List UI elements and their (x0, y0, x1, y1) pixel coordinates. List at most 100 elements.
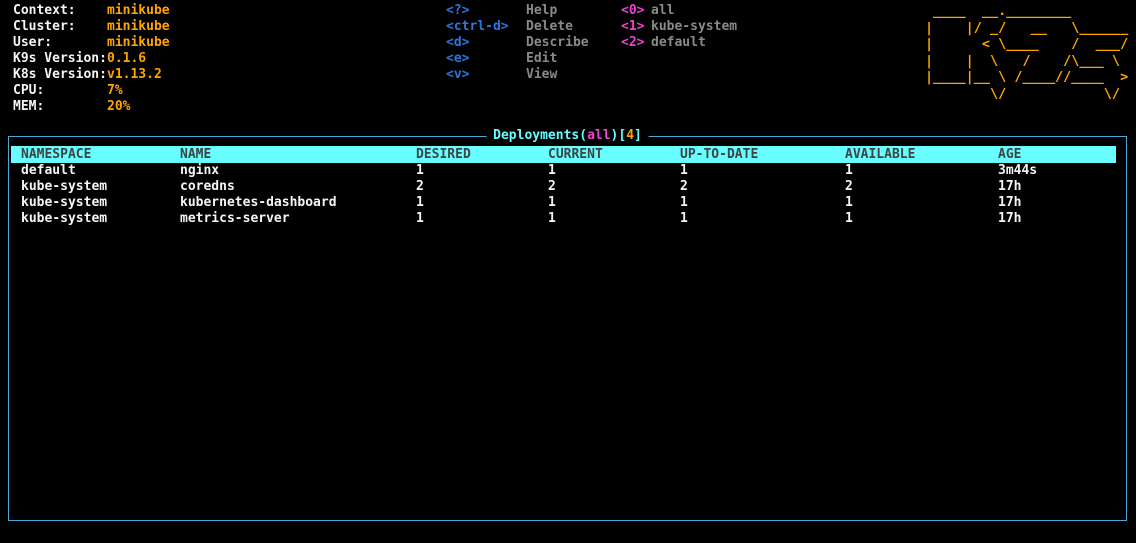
namespace-item-all[interactable]: <0> all (621, 3, 737, 19)
deployment-row-coredns[interactable]: kube-system coredns 2 2 2 2 17h (11, 179, 1116, 195)
info-row-k9s-version: K9s Version:0.1.6 (13, 51, 170, 67)
table-header-row: NAMESPACE NAME DESIRED CURRENT UP-TO-DAT… (11, 146, 1116, 163)
namespace-cell: default (21, 163, 76, 178)
name-cell: coredns (180, 179, 235, 194)
info-value: 20% (107, 99, 131, 114)
info-row-mem: MEM: 20% (13, 99, 170, 115)
deployments-panel: Deployments(all)[4] NAMESPACE NAME DESIR… (8, 128, 1127, 521)
desired-cell: 1 (416, 211, 424, 226)
info-row-cluster: Cluster: minikube (13, 19, 170, 35)
logo-line: | |/ _/ __ \______ (925, 19, 1129, 36)
info-row-user: User: minikube (13, 35, 170, 51)
menu-item-view[interactable]: <v> View (446, 67, 589, 83)
age-cell: 17h (998, 179, 1022, 194)
info-label: User: (13, 35, 53, 50)
shortcut-key: <?> (446, 3, 470, 18)
deployment-row-kubernetes-dashboard[interactable]: kube-system kubernetes-dashboard 1 1 1 1… (11, 195, 1116, 211)
shortcut-label: View (526, 67, 558, 82)
age-cell: 3m44s (998, 163, 1038, 178)
shortcut-key: <e> (446, 51, 470, 66)
namespace-label: default (651, 35, 706, 50)
current-cell: 1 (548, 163, 556, 178)
panel-title: Deployments(all)[4] (486, 128, 649, 144)
info-value: 7% (107, 83, 123, 98)
available-cell: 2 (845, 179, 853, 194)
title-resource: Deployments( (493, 128, 588, 143)
desired-cell: 2 (416, 179, 424, 194)
shortcut-label: Delete (526, 19, 573, 34)
logo-line: |____|__ \ /____//____ > (925, 69, 1129, 85)
logo-line: \/ \/ (925, 85, 1129, 102)
info-value: v1.13.2 (107, 67, 162, 82)
info-label: Cluster: (13, 19, 76, 34)
info-value: minikube (107, 3, 170, 18)
info-label: K9s Version: (13, 51, 107, 66)
up-to-date-cell: 1 (680, 211, 688, 226)
namespace-key: <0> (621, 3, 645, 18)
menu-item-help[interactable]: <?> Help (446, 3, 589, 19)
shortcut-label: Describe (526, 35, 589, 50)
menu-item-edit[interactable]: <e> Edit (446, 51, 589, 67)
namespace-item-kube-system[interactable]: <1> kube-system (621, 19, 737, 35)
name-cell: metrics-server (180, 211, 290, 226)
info-row-k8s-version: K8s Version:v1.13.2 (13, 67, 170, 83)
menu-item-describe[interactable]: <d> Describe (446, 35, 589, 51)
column-header-up-to-date[interactable]: UP-TO-DATE (680, 146, 845, 163)
logo-line: | < \____ / ___/ (925, 36, 1129, 52)
shortcut-key: <d> (446, 35, 470, 50)
column-header-available[interactable]: AVAILABLE (845, 146, 998, 163)
namespace-label: kube-system (651, 19, 738, 34)
title-count: 4 (626, 128, 635, 143)
info-label: Context: (13, 3, 76, 18)
available-cell: 1 (845, 211, 853, 226)
age-cell: 17h (998, 195, 1022, 210)
current-cell: 2 (548, 179, 556, 194)
info-value: minikube (107, 19, 170, 34)
title-bracket: )[ (610, 128, 627, 143)
title-scope: all (587, 128, 611, 143)
namespace-cell: kube-system (21, 195, 108, 210)
info-row-cpu: CPU: 7% (13, 83, 170, 99)
title-bracket: ] (634, 128, 642, 143)
deployment-row-metrics-server[interactable]: kube-system metrics-server 1 1 1 1 17h (11, 211, 1116, 227)
available-cell: 1 (845, 163, 853, 178)
info-label: CPU: (13, 83, 45, 98)
namespace-cell: kube-system (21, 179, 108, 194)
shortcut-menu: <?> Help <ctrl-d> Delete <d> Describe <e> Ed… (446, 3, 589, 83)
menu-item-delete[interactable]: <ctrl-d> Delete (446, 19, 589, 35)
info-row-context: Context: minikube (13, 3, 170, 19)
column-header-name[interactable]: NAME (180, 146, 416, 163)
namespace-menu: <0> all <1> kube-system <2> default (621, 3, 737, 51)
column-header-age[interactable]: AGE (998, 146, 1116, 163)
logo-line: | | \ / /\___ \ (925, 52, 1129, 69)
deployments-table: NAMESPACE NAME DESIRED CURRENT UP-TO-DAT… (11, 146, 1116, 227)
namespace-key: <2> (621, 35, 645, 50)
up-to-date-cell: 1 (680, 163, 688, 178)
logo-line: ____ __.________ (925, 3, 1129, 19)
column-header-desired[interactable]: DESIRED (416, 146, 548, 163)
namespace-key: <1> (621, 19, 645, 34)
cluster-info-panel: Context: minikube Cluster: minikube User: m… (13, 3, 170, 115)
column-header-namespace[interactable]: NAMESPACE (11, 146, 180, 163)
shortcut-key: <v> (446, 67, 470, 82)
shortcut-label: Edit (526, 51, 558, 66)
column-header-current[interactable]: CURRENT (548, 146, 680, 163)
shortcut-label: Help (526, 3, 558, 18)
up-to-date-cell: 1 (680, 195, 688, 210)
info-label: MEM: (13, 99, 45, 114)
namespace-cell: kube-system (21, 211, 108, 226)
name-cell: kubernetes-dashboard (180, 195, 337, 210)
info-value: minikube (107, 35, 170, 50)
deployment-row-nginx[interactable]: default nginx 1 1 1 1 3m44s (11, 163, 1116, 179)
available-cell: 1 (845, 195, 853, 210)
age-cell: 17h (998, 211, 1022, 226)
namespace-item-default[interactable]: <2> default (621, 35, 737, 51)
shortcut-key: <ctrl-d> (446, 19, 509, 34)
desired-cell: 1 (416, 163, 424, 178)
current-cell: 1 (548, 211, 556, 226)
info-value: 0.1.6 (107, 51, 147, 66)
current-cell: 1 (548, 195, 556, 210)
desired-cell: 1 (416, 195, 424, 210)
up-to-date-cell: 2 (680, 179, 688, 194)
